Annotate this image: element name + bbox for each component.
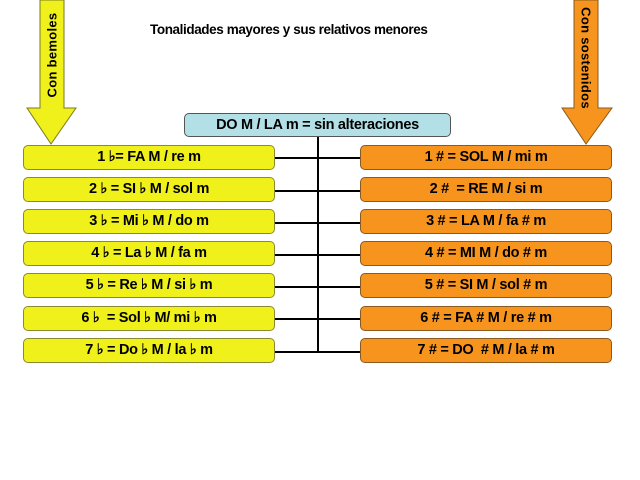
flat-key-2: 2 ♭ = SI ♭ M / sol m <box>23 177 275 202</box>
connector-6 <box>275 318 360 320</box>
sharp-key-7: 7 # = DO # M / la # m <box>360 338 612 363</box>
diagram-title: Tonalidades mayores y sus relativos meno… <box>150 22 428 37</box>
sharps-arrow-label: Con sostenidos <box>578 7 594 109</box>
sharp-key-5: 5 # = SI M / sol # m <box>360 273 612 298</box>
sharp-key-6: 6 # = FA # M / re # m <box>360 306 612 331</box>
trunk-line <box>317 137 319 353</box>
flat-key-6: 6 ♭ = Sol ♭ M/ mi ♭ m <box>23 306 275 331</box>
connector-4 <box>275 254 360 256</box>
connector-3 <box>275 222 360 224</box>
flat-key-3: 3 ♭ = Mi ♭ M / do m <box>23 209 275 234</box>
flat-key-5: 5 ♭ = Re ♭ M / si ♭ m <box>23 273 275 298</box>
no-accidentals-box: DO M / LA m = sin alteraciones <box>184 113 451 137</box>
connector-7 <box>275 351 360 353</box>
sharp-key-4: 4 # = MI M / do # m <box>360 241 612 266</box>
flat-key-1: 1 ♭= FA M / re m <box>23 145 275 170</box>
sharps-arrow-icon <box>540 0 640 150</box>
flat-key-7: 7 ♭ = Do ♭ M / la ♭ m <box>23 338 275 363</box>
flats-arrow-icon <box>0 0 100 150</box>
flat-key-4: 4 ♭ = La ♭ M / fa m <box>23 241 275 266</box>
flats-arrow-label: Con bemoles <box>44 12 60 98</box>
sharp-key-2: 2 # = RE M / si m <box>360 177 612 202</box>
connector-5 <box>275 286 360 288</box>
sharp-key-3: 3 # = LA M / fa # m <box>360 209 612 234</box>
connector-1 <box>275 157 360 159</box>
sharp-key-1: 1 # = SOL M / mi m <box>360 145 612 170</box>
connector-2 <box>275 190 360 192</box>
